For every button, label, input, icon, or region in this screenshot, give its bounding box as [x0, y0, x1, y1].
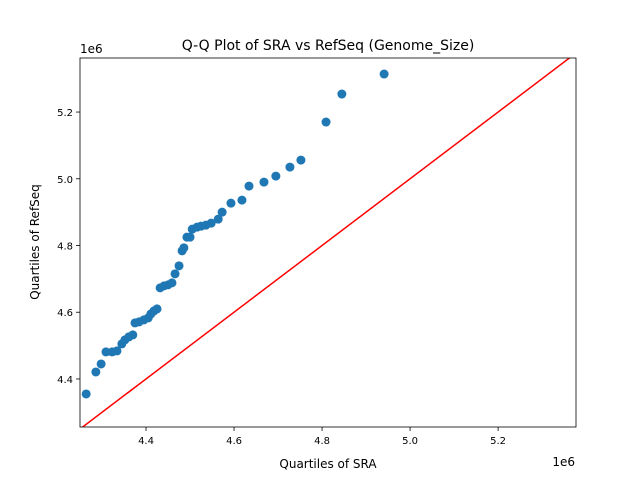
y-tick-label: 4.4 — [57, 375, 73, 386]
y-ticks: 4.4 4.6 4.8 5.0 5.2 — [57, 108, 80, 386]
data-point — [337, 89, 347, 99]
data-point — [152, 304, 162, 314]
data-point — [81, 389, 91, 399]
data-point — [379, 69, 389, 79]
y-tick-label: 5.2 — [57, 108, 73, 119]
plot-area — [81, 58, 571, 427]
chart-title: Q-Q Plot of SRA vs RefSeq (Genome_Size) — [182, 38, 475, 54]
data-point — [259, 177, 269, 187]
y-offset-label: 1e6 — [80, 42, 103, 56]
data-point — [170, 269, 180, 279]
data-point — [174, 261, 184, 271]
data-point — [271, 171, 281, 181]
x-tick-label: 5.0 — [402, 436, 418, 447]
y-tick-label: 4.8 — [57, 242, 73, 253]
data-point — [185, 232, 195, 242]
data-point — [167, 278, 177, 288]
data-point — [226, 198, 236, 208]
data-point — [101, 347, 111, 357]
data-point — [206, 218, 216, 228]
data-point — [321, 117, 331, 127]
axes-frame — [79, 57, 577, 428]
x-tick-label: 4.4 — [138, 436, 154, 447]
x-tick-label: 4.8 — [314, 436, 330, 447]
reference-line-y-equals-x — [81, 58, 571, 427]
x-tick-label: 4.6 — [226, 436, 242, 447]
x-axis-label: Quartiles of SRA — [279, 457, 377, 471]
x-offset-label: 1e6 — [552, 455, 575, 469]
y-tick-label: 5.0 — [57, 175, 73, 186]
y-axis-label: Quartiles of RefSeq — [28, 184, 42, 300]
x-tick-label: 5.2 — [490, 436, 506, 447]
data-point — [237, 195, 247, 205]
data-point — [217, 207, 227, 217]
data-point — [128, 330, 138, 340]
data-point — [112, 346, 122, 356]
data-point — [91, 367, 101, 377]
x-ticks: 4.4 4.6 4.8 5.0 5.2 — [138, 427, 506, 447]
y-tick-label: 4.6 — [57, 308, 73, 319]
data-point — [96, 359, 106, 369]
data-point — [285, 162, 295, 172]
data-point — [244, 181, 254, 191]
data-point — [179, 243, 189, 253]
data-point — [213, 214, 223, 224]
data-point — [296, 155, 306, 165]
